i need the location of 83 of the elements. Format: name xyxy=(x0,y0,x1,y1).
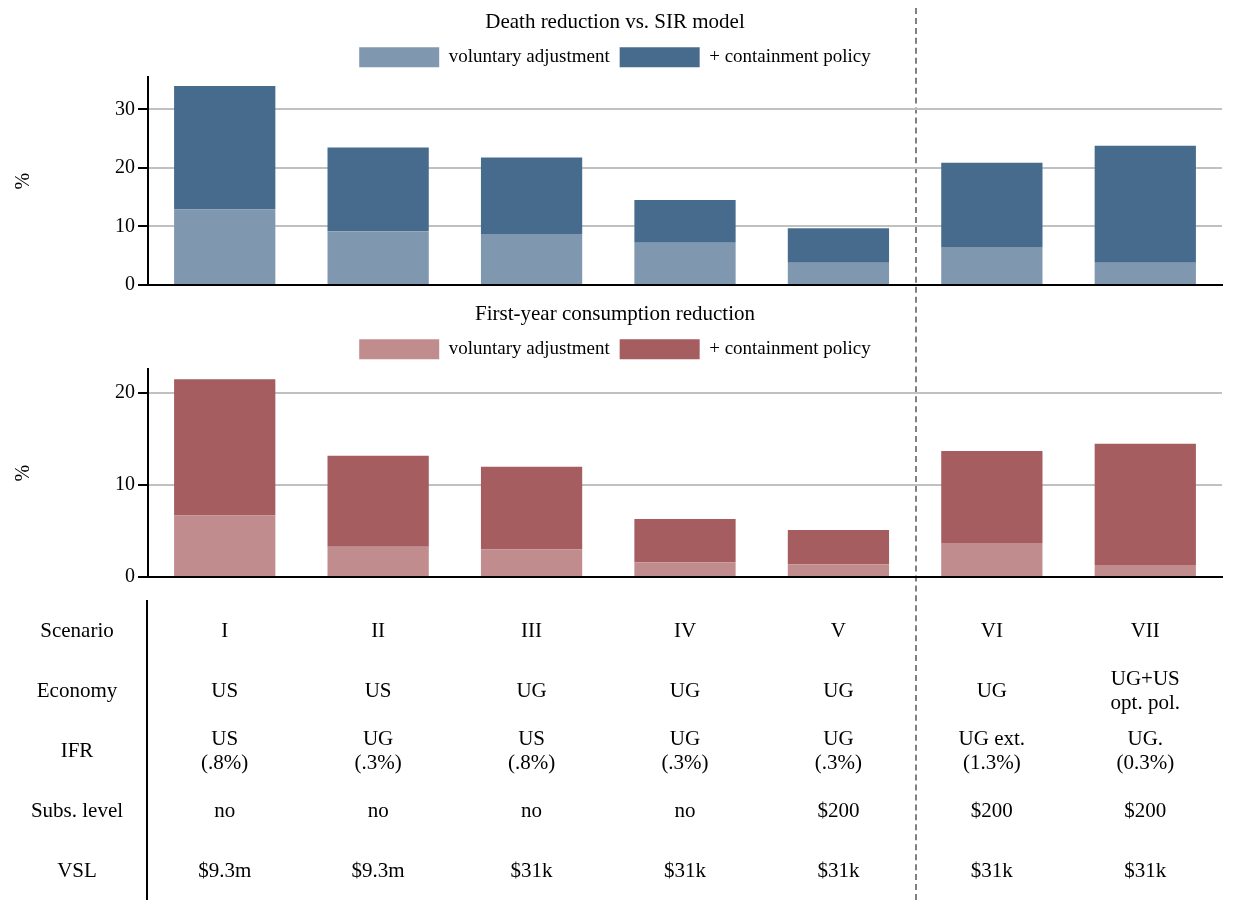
bar xyxy=(480,157,583,235)
bar xyxy=(634,242,736,284)
text: $9.3m xyxy=(351,858,405,882)
bar xyxy=(327,455,429,547)
bar xyxy=(787,530,890,565)
text: UG xyxy=(823,678,854,702)
bar xyxy=(941,246,1043,284)
y-tick-label: 30 xyxy=(115,96,135,119)
y-tick-label: 20 xyxy=(115,155,135,178)
text: UG xyxy=(976,678,1008,702)
legend-label: voluntary adjustment xyxy=(448,337,611,359)
bar xyxy=(174,85,276,210)
text: UG (.3%) xyxy=(814,726,863,774)
text: $9.3m xyxy=(198,858,252,882)
bar xyxy=(787,228,890,263)
text: $200 xyxy=(1124,798,1167,822)
bar xyxy=(174,379,276,516)
text: $31k xyxy=(817,858,860,882)
bar xyxy=(941,542,1043,576)
y-tick-label: 20 xyxy=(115,380,135,403)
text: UG ext. (1.3%) xyxy=(958,726,1026,774)
bar xyxy=(634,519,736,563)
bar xyxy=(174,515,276,576)
text: $31k xyxy=(970,858,1013,882)
text: no xyxy=(674,798,696,822)
bar xyxy=(174,209,276,284)
category-label: III xyxy=(520,617,544,644)
category-label: I xyxy=(220,617,230,644)
y-axis-title: % xyxy=(11,464,34,482)
text: UG xyxy=(516,678,547,702)
category-label: Subs. level xyxy=(30,798,124,822)
bar xyxy=(327,546,429,576)
text: UG+US opt. pol. xyxy=(1110,666,1180,714)
bar xyxy=(480,466,583,550)
y-tick-label: 10 xyxy=(115,213,135,236)
category-label: VII xyxy=(1129,617,1161,644)
legend-label: + containment policy xyxy=(709,337,872,359)
text: US xyxy=(211,678,239,702)
y-axis-title: % xyxy=(11,172,34,190)
text: no xyxy=(214,798,236,822)
bar xyxy=(480,549,583,576)
bar xyxy=(480,234,583,284)
text: US xyxy=(364,678,392,702)
bar xyxy=(1094,145,1196,263)
text: $31k xyxy=(663,858,706,882)
bar xyxy=(787,564,890,576)
category-label: Scenario xyxy=(40,618,114,642)
text: no xyxy=(367,798,389,822)
legend-title: First-year consumption reduction xyxy=(475,301,756,326)
text: $200 xyxy=(970,798,1013,822)
legend-label: voluntary adjustment xyxy=(448,45,611,67)
bar xyxy=(327,147,429,232)
bar xyxy=(1094,565,1196,576)
category-label: VSL xyxy=(57,858,97,882)
text: $31k xyxy=(1124,858,1167,882)
category-label: IFR xyxy=(60,738,94,762)
category-label: Economy xyxy=(36,678,118,702)
category-label: II xyxy=(370,617,387,644)
y-tick-label: 0 xyxy=(125,272,135,295)
text: UG. (0.3%) xyxy=(1116,726,1175,774)
y-tick-label: 10 xyxy=(115,472,135,495)
category-label: IV xyxy=(672,617,698,644)
bar xyxy=(941,162,1043,247)
bar xyxy=(787,262,890,284)
bar xyxy=(1094,443,1196,566)
text: UG xyxy=(669,678,701,702)
text: $31k xyxy=(510,858,553,882)
text: US (.8%) xyxy=(507,726,556,774)
category-label: V xyxy=(829,617,847,644)
text: no xyxy=(521,798,543,822)
bar xyxy=(941,451,1043,543)
text: $200 xyxy=(817,798,860,822)
text: US (.8%) xyxy=(201,726,249,774)
category-label: VI xyxy=(979,617,1004,644)
bar xyxy=(634,200,736,243)
legend-label: + containment policy xyxy=(709,45,872,67)
legend-title: Death reduction vs. SIR model xyxy=(485,9,745,34)
y-tick-label: 0 xyxy=(125,564,135,587)
text: UG (.3%) xyxy=(354,726,402,774)
bar xyxy=(327,231,429,284)
bar xyxy=(1094,262,1196,284)
text: UG (.3%) xyxy=(661,726,709,774)
bar xyxy=(634,562,736,576)
